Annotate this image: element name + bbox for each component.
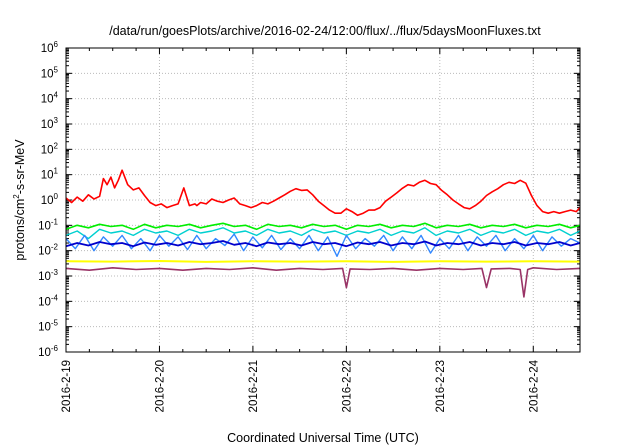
x-tick-labels: 2016-2-19 2016-2-20 2016-2-21 2016-2-22 2016… [61, 359, 540, 412]
grid [66, 48, 580, 352]
x-tick-label: 2016-2-21 [248, 360, 260, 412]
y-tick-label: 100 [41, 192, 59, 207]
y-axis-label-prefix: protons/cm [13, 199, 27, 261]
y-tick-label: 102 [41, 141, 59, 156]
series-line-4 [65, 233, 581, 257]
y-tick-label: 10-3 [38, 268, 58, 283]
chart-title: /data/run/goesPlots/archive/2016-02-24/1… [109, 24, 541, 38]
y-tick-label: 105 [41, 65, 59, 80]
x-axis-label: Coordinated Universal Time (UTC) [227, 431, 419, 445]
y-tick-label: 10-1 [38, 217, 58, 232]
x-tick-label: 2016-2-19 [61, 360, 73, 412]
y-tick-label: 10-5 [38, 319, 58, 334]
series-line-2 [65, 222, 581, 231]
series-line-5 [65, 240, 581, 248]
series-line-1 [65, 169, 581, 217]
y-tick-labels: 10-6 10-5 10-4 10-3 10-2 10-1 100 101 102 103 104 1… [38, 40, 58, 359]
y-tick-label: 103 [41, 116, 59, 131]
y-axis-label-suffix: -s-sr-MeV [13, 139, 27, 195]
y-axis-label-sup: 2 [12, 194, 21, 199]
series-line-3 [65, 227, 581, 240]
y-tick-label: 10-2 [38, 243, 58, 258]
plot-frame [65, 47, 581, 353]
x-tick-label: 2016-2-24 [528, 359, 540, 412]
data-series [65, 169, 581, 298]
x-tick-label: 2016-2-20 [154, 360, 166, 412]
y-tick-label: 101 [41, 167, 59, 182]
y-tick-label: 10-4 [38, 293, 58, 308]
y-axis-label: protons/cm2-s-sr-MeV [12, 139, 27, 261]
y-tick-label: 106 [41, 40, 59, 55]
x-tick-label: 2016-2-23 [435, 360, 447, 412]
y-tick-label: 10-6 [38, 344, 58, 359]
y-tick-label: 104 [41, 91, 59, 106]
series-line-7 [65, 266, 581, 298]
x-tick-label: 2016-2-22 [341, 360, 353, 412]
axis-ticks [65, 47, 580, 353]
series-line-6 [65, 260, 581, 263]
